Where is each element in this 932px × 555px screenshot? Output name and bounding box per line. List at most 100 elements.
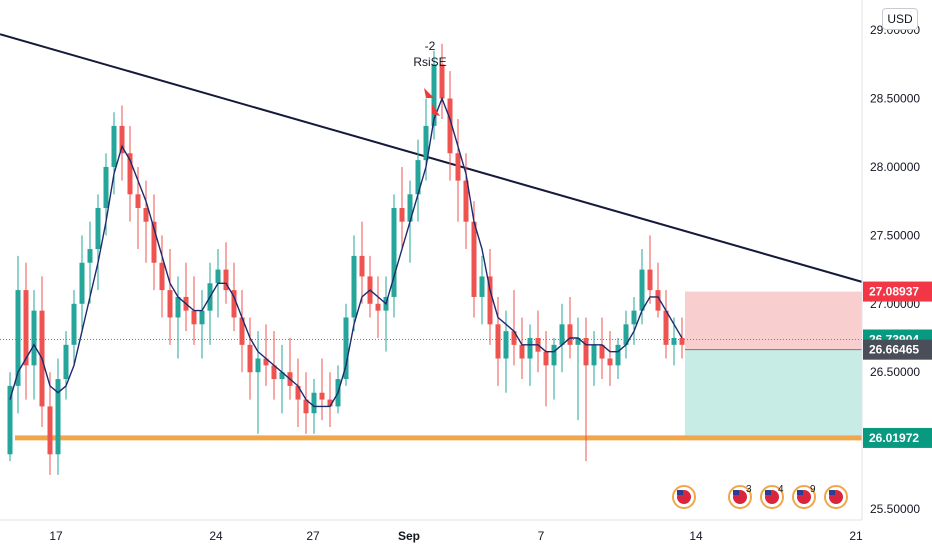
price-label-bg xyxy=(863,339,932,360)
candle[interactable] xyxy=(79,235,85,332)
candle-body xyxy=(351,255,357,318)
candle[interactable] xyxy=(327,372,333,427)
moving-average-line[interactable] xyxy=(9,96,683,408)
candle[interactable] xyxy=(63,331,69,400)
candle[interactable] xyxy=(343,303,349,386)
candle-body xyxy=(359,255,365,277)
candle[interactable] xyxy=(655,262,661,318)
flag-canton xyxy=(829,490,835,495)
economic-event-flag-icon[interactable]: 3 xyxy=(728,484,752,509)
candle[interactable] xyxy=(527,324,533,386)
candle[interactable] xyxy=(607,331,613,386)
candle[interactable] xyxy=(663,290,669,359)
candle[interactable] xyxy=(111,112,117,195)
currency-selector[interactable]: USD xyxy=(882,8,918,30)
candle[interactable] xyxy=(55,358,61,475)
candle[interactable] xyxy=(151,194,157,291)
candle-body xyxy=(215,269,221,284)
candle[interactable] xyxy=(543,331,549,407)
candle[interactable] xyxy=(623,310,629,359)
candle-body xyxy=(479,276,485,297)
candle[interactable] xyxy=(87,221,93,304)
candle[interactable] xyxy=(175,276,181,359)
candle[interactable] xyxy=(127,125,133,222)
candle[interactable] xyxy=(319,358,325,421)
candle[interactable] xyxy=(463,153,469,250)
candle[interactable] xyxy=(303,372,309,434)
candle[interactable] xyxy=(431,50,437,140)
candle[interactable] xyxy=(47,372,53,475)
price-label[interactable]: 26.01972 xyxy=(863,427,932,448)
candle-body xyxy=(47,406,53,455)
candle[interactable] xyxy=(615,338,621,380)
candle[interactable] xyxy=(567,296,573,359)
trendline[interactable] xyxy=(0,33,863,283)
candle[interactable] xyxy=(519,317,525,380)
candle[interactable] xyxy=(551,338,557,400)
candle[interactable] xyxy=(455,119,461,222)
candle[interactable] xyxy=(119,105,125,181)
candle[interactable] xyxy=(495,296,501,386)
candle[interactable] xyxy=(487,249,493,345)
event-count-label: 3 xyxy=(746,484,752,495)
economic-event-flag-icon[interactable] xyxy=(824,485,848,509)
candle[interactable] xyxy=(279,344,285,414)
candle[interactable] xyxy=(575,317,581,421)
flag-canton xyxy=(765,490,771,495)
candle[interactable] xyxy=(143,180,149,263)
candle[interactable] xyxy=(559,303,565,373)
event-count-label: 4 xyxy=(778,484,784,495)
candle[interactable] xyxy=(351,235,357,332)
candle-body xyxy=(319,392,325,400)
candle[interactable] xyxy=(511,290,517,366)
candle[interactable] xyxy=(591,331,597,386)
candle[interactable] xyxy=(631,296,637,345)
time-tick-label: 27 xyxy=(306,529,320,543)
candle[interactable] xyxy=(599,317,605,380)
take-profit-zone[interactable] xyxy=(685,349,862,438)
candle-body xyxy=(455,153,461,181)
candle[interactable] xyxy=(415,139,421,222)
candle[interactable] xyxy=(647,235,653,304)
candle[interactable] xyxy=(439,43,445,120)
candle-body xyxy=(303,399,309,414)
candle[interactable] xyxy=(239,290,245,373)
candle[interactable] xyxy=(295,358,301,427)
candle[interactable] xyxy=(447,71,453,181)
economic-event-flag-icon[interactable]: 4 xyxy=(760,484,784,509)
candle[interactable] xyxy=(391,194,397,318)
candle-body xyxy=(471,221,477,297)
economic-event-flag-icon[interactable] xyxy=(672,485,696,509)
candle[interactable] xyxy=(71,290,77,366)
signal-arrow-icon xyxy=(432,104,440,116)
candle[interactable] xyxy=(23,262,29,400)
price-tick-label: 28.00000 xyxy=(870,160,920,174)
stop-loss-zone[interactable] xyxy=(685,291,862,350)
candle[interactable] xyxy=(167,249,173,345)
candle[interactable] xyxy=(95,194,101,291)
candle[interactable] xyxy=(247,317,253,400)
candle[interactable] xyxy=(159,235,165,318)
candle[interactable] xyxy=(7,372,13,462)
candle[interactable] xyxy=(255,331,261,434)
candle[interactable] xyxy=(399,166,405,250)
candle-body xyxy=(327,399,333,407)
candle[interactable] xyxy=(263,324,269,386)
candle-body xyxy=(527,338,533,359)
economic-event-flag-icon[interactable]: 9 xyxy=(792,484,816,509)
time-axis[interactable]: 17 24 27 Sep 7 14 21 xyxy=(49,529,863,543)
candle-body xyxy=(87,249,93,263)
flag-canton xyxy=(797,490,803,495)
price-label[interactable]: 26.66465 xyxy=(863,339,932,360)
price-label[interactable]: 27.08937 xyxy=(863,281,932,302)
candle[interactable] xyxy=(199,290,205,359)
candle[interactable] xyxy=(583,317,589,462)
candle[interactable] xyxy=(359,221,365,304)
candle-body xyxy=(255,358,261,373)
candle[interactable] xyxy=(479,255,485,325)
candle[interactable] xyxy=(223,242,229,304)
candle[interactable] xyxy=(15,255,21,414)
candle[interactable] xyxy=(375,276,381,338)
